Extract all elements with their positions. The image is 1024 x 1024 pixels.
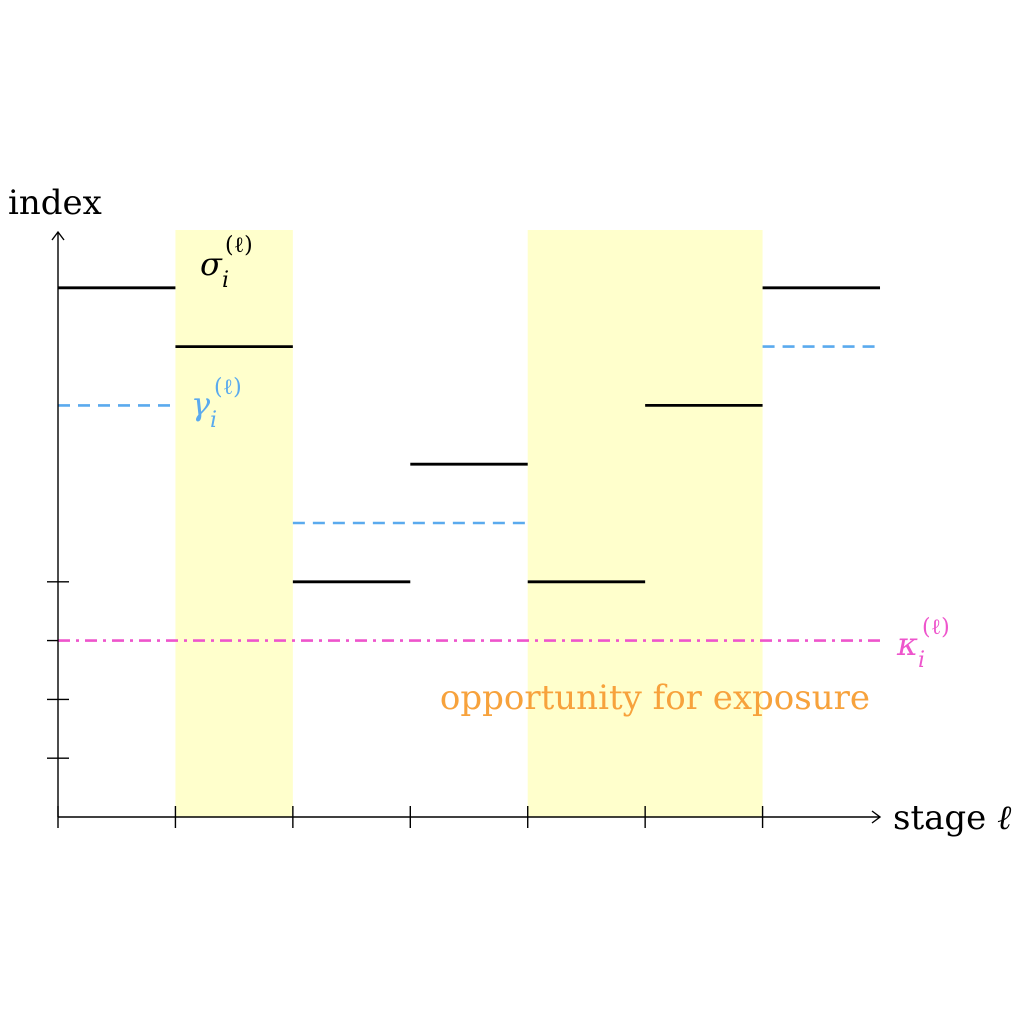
x-axis-label-symbol: ℓ xyxy=(997,798,1011,838)
x-axis-arrow xyxy=(871,810,882,824)
gamma-base: γ xyxy=(191,385,211,423)
series-lines xyxy=(58,286,881,642)
sigma-sup: (ℓ) xyxy=(225,233,253,258)
x-axis-label: stage ℓ xyxy=(893,798,1011,838)
kappa-sup: (ℓ) xyxy=(922,615,950,640)
gamma-sup: (ℓ) xyxy=(214,375,242,400)
y-axis-arrow xyxy=(51,230,65,241)
kappa-label: κ i (ℓ) xyxy=(896,615,950,673)
sigma-label: σ i (ℓ) xyxy=(200,233,253,293)
kappa-base: κ xyxy=(896,625,918,663)
gamma-label: γ i (ℓ) xyxy=(191,375,242,433)
gamma-sub: i xyxy=(210,408,217,433)
highlight-bands xyxy=(175,230,763,817)
y-axis-label: index xyxy=(8,183,102,223)
kappa-sub: i xyxy=(918,648,925,673)
highlight-band-2 xyxy=(527,230,763,817)
sigma-base: σ xyxy=(200,245,223,283)
x-axis-label-text: stage xyxy=(893,798,997,838)
sigma-sub: i xyxy=(222,268,229,293)
highlight-caption: opportunity for exposure xyxy=(440,678,870,718)
highlight-band-1 xyxy=(175,230,293,817)
